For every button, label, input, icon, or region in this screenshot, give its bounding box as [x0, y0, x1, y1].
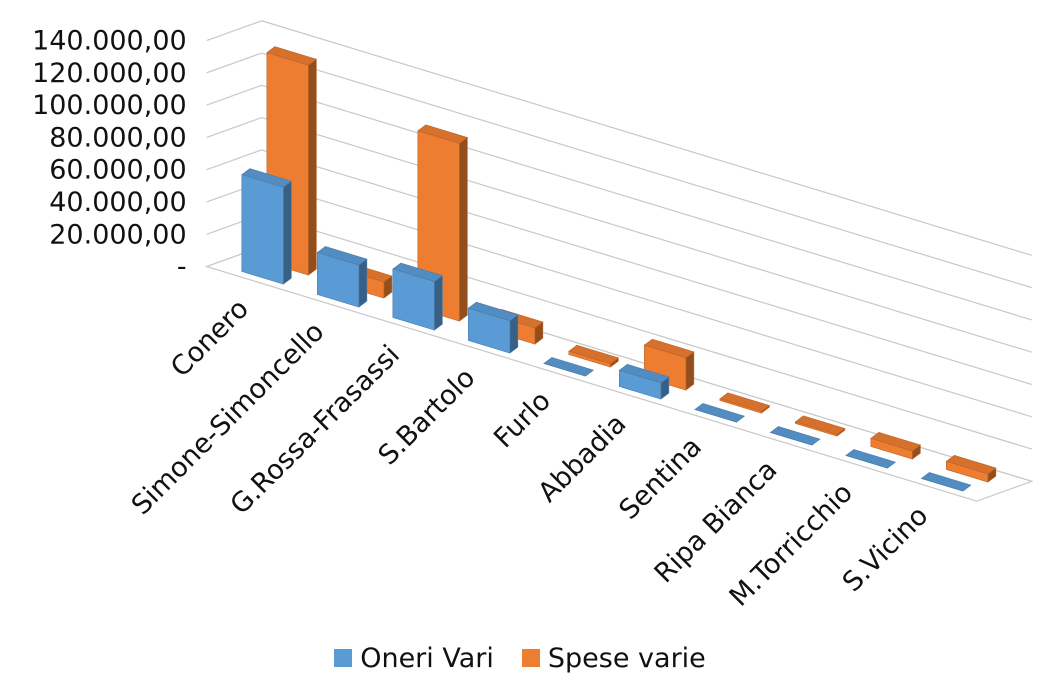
grid-line: [261, 181, 1032, 418]
x-tick-label: Conero: [165, 293, 255, 383]
x-tick-label: Sentina: [613, 431, 707, 525]
legend-label-spese: Spese varie: [547, 642, 706, 674]
bar-oneri-vari: [467, 301, 519, 354]
y-tick-label: 140.000,00: [32, 26, 187, 57]
x-tick-label: Abbadia: [532, 408, 632, 508]
x-tick-label: S.Vicino: [837, 500, 935, 598]
y-tick-label: -: [177, 252, 187, 283]
bar-oneri-vari: [694, 403, 746, 423]
grid-line: [261, 52, 1032, 289]
side-grid-line: [206, 52, 262, 74]
legend-item-spese: Spese varie: [521, 642, 706, 674]
y-tick-label: 40.000,00: [49, 187, 186, 218]
bar-oneri-vari: [316, 246, 368, 308]
x-tick-label: Simone-Simoncello: [126, 316, 331, 521]
bar-oneri-vari: [241, 168, 293, 285]
bar-spese-varie: [945, 455, 997, 483]
legend-swatch-spese: [521, 649, 540, 667]
bar-oneri-vari: [392, 262, 444, 331]
y-tick-label: 80.000,00: [49, 122, 186, 153]
grid-line: [261, 213, 1032, 450]
x-tick-label: S.Bartolo: [373, 362, 482, 471]
bar-spese-varie: [568, 344, 620, 368]
bar-spese-varie: [643, 338, 695, 391]
grid-line: [261, 117, 1032, 353]
grid-line: [261, 84, 1032, 321]
side-grid-line: [206, 84, 262, 106]
legend-item-oneri: Oneri Vari: [334, 643, 494, 674]
legend: Oneri Vari Spese varie: [0, 640, 1040, 676]
bar-oneri-vari: [618, 363, 670, 400]
side-grid-line: [206, 117, 262, 138]
grid-line: [261, 20, 1032, 256]
bar-oneri-vari: [769, 426, 821, 446]
side-grid-line: [206, 149, 262, 171]
y-tick-label: 100.000,00: [32, 90, 187, 121]
y-tick-label: 20.000,00: [49, 219, 186, 250]
legend-swatch-oneri: [334, 649, 353, 667]
x-tick-label: Furlo: [488, 385, 557, 454]
y-tick-label: 120.000,00: [32, 58, 187, 89]
bar-oneri-vari: [543, 357, 595, 377]
x-tick-label: G.Rossa-Frasassi: [225, 339, 406, 520]
grid-line: [261, 149, 1032, 386]
bar-oneri-vari: [920, 472, 972, 492]
bar-spese-varie: [870, 432, 922, 460]
bar-spese-varie: [794, 415, 846, 437]
y-tick-label: 60.000,00: [49, 155, 186, 186]
bar-spese-varie: [719, 392, 771, 414]
bar-oneri-vari: [845, 449, 897, 469]
side-grid-line: [206, 20, 262, 42]
legend-label-oneri: Oneri Vari: [360, 642, 494, 674]
